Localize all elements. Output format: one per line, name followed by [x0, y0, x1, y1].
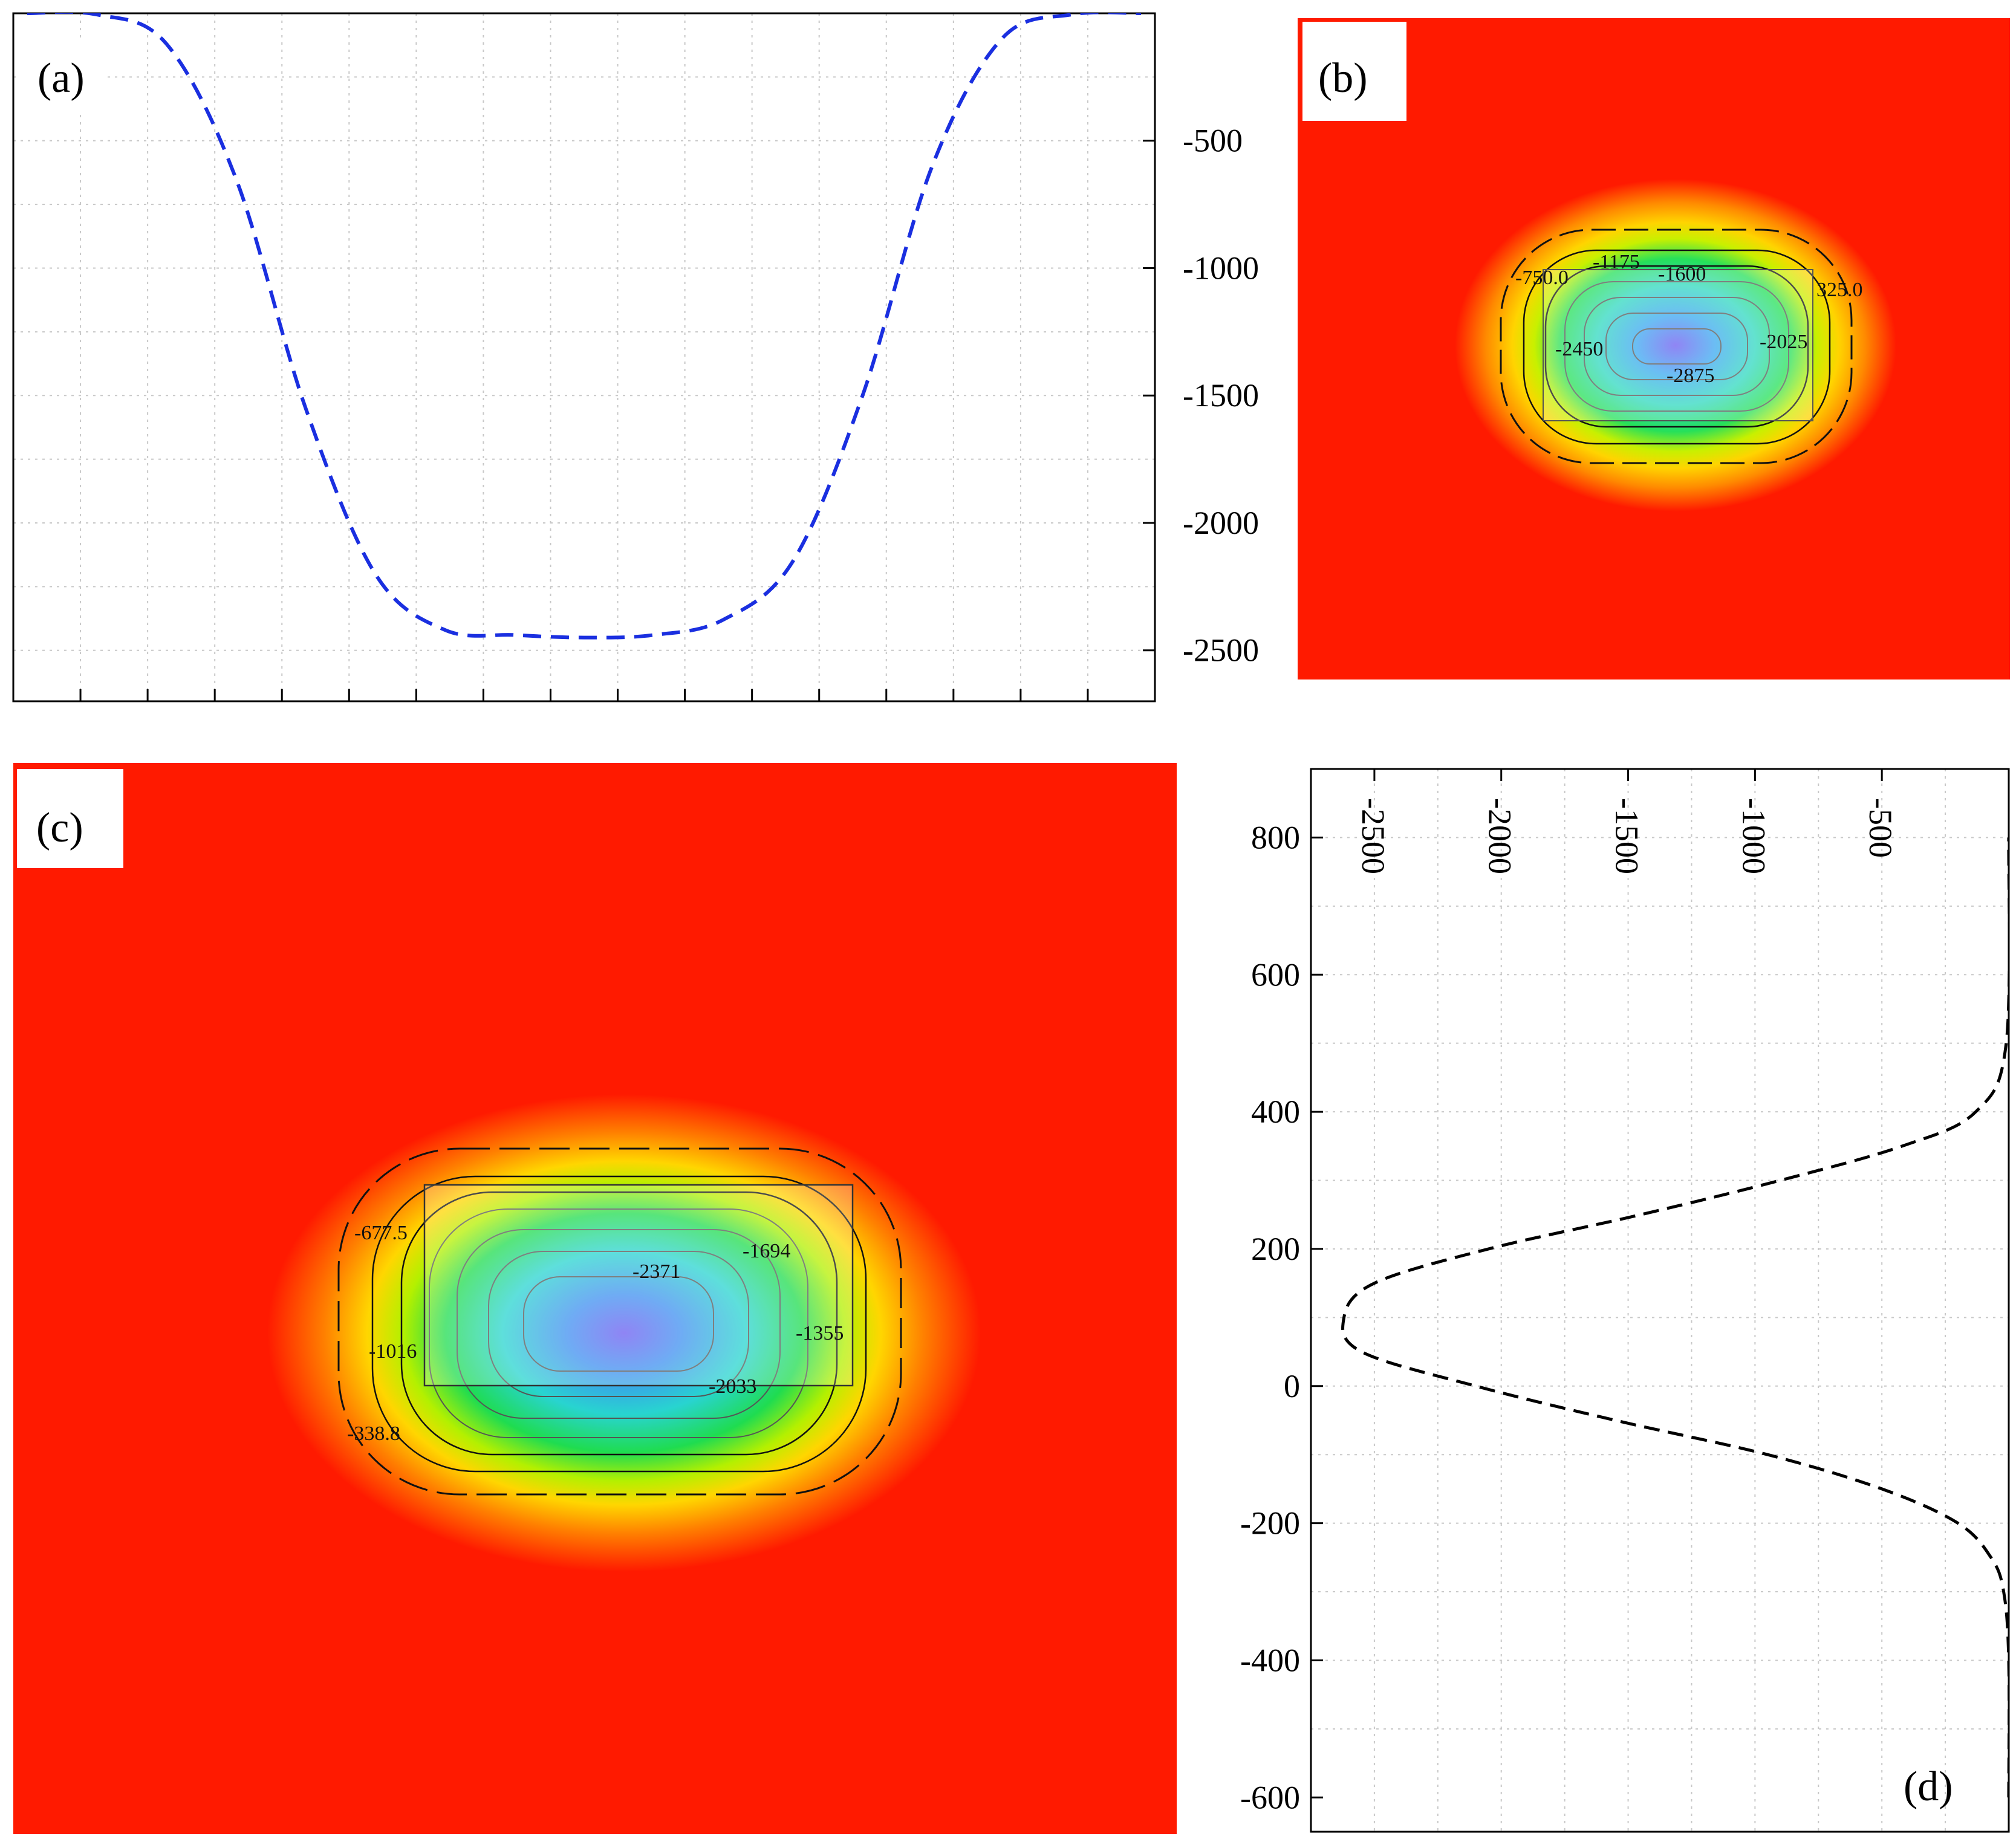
panel-d-value-tick-label: -500 — [1862, 798, 1899, 858]
panel-b-contour-label: -2875 — [1666, 365, 1714, 387]
panel-d-y-ticks: 800 600 400 200 0 -200 -400 -600 — [1240, 819, 1323, 1815]
panel-d-value-tick-label: -1000 — [1735, 798, 1772, 874]
panel-c-contour-label: -1694 — [743, 1240, 790, 1262]
panel-b-tag-box — [1302, 22, 1406, 121]
panel-d-y-tick-label: 0 — [1284, 1368, 1300, 1404]
panel-c-contour-label: -677.5 — [354, 1222, 408, 1244]
panel-b-colormap — [1455, 179, 1896, 511]
panel-a-y-tick-label: -1000 — [1183, 250, 1259, 286]
panel-d-curve — [1341, 837, 2009, 1798]
panel-c-contour-6 — [523, 1276, 714, 1372]
panel-c-source-box — [423, 1184, 854, 1387]
panel-a-curve — [27, 13, 1142, 640]
panel-a-y-tick-label: -500 — [1183, 123, 1243, 159]
panel-a-x-ticks — [79, 689, 1089, 701]
panel-c-contour-3 — [429, 1208, 808, 1438]
panel-a-grid — [13, 13, 1155, 701]
panel-c-contour-label: -338.8 — [347, 1422, 400, 1445]
panel-a-tag-box — [18, 40, 104, 112]
panel-c-contour-5 — [488, 1251, 749, 1397]
panel-c-contour-outer — [337, 1147, 902, 1496]
panel-d-value-tick-label: -1500 — [1609, 798, 1645, 874]
panel-d-value-tick-label: -2500 — [1355, 798, 1391, 874]
panel-b-contour-label: 325.0 — [1816, 279, 1863, 301]
panel-a-y-tick-label: -2000 — [1183, 505, 1259, 541]
panel-b-contour-3 — [1564, 281, 1789, 412]
panel-d-y-tick-label: -600 — [1240, 1779, 1300, 1815]
panel-b-contour-label: -1175 — [1593, 251, 1640, 273]
panel-d-value-ticks: -2500 -2000 -1500 -1000 -500 — [1355, 769, 1899, 874]
panel-b-source-box — [1543, 269, 1813, 421]
panel-c: -677.5 -2371 -1694 -1355 -1016 -2033 -33… — [13, 763, 1177, 1834]
panel-a-tag: (a) — [37, 55, 85, 102]
panel-c-colormap — [267, 1094, 981, 1572]
panel-b-contour-6 — [1632, 328, 1722, 365]
panel-d-frame — [1310, 768, 2010, 1833]
panel-d-y-tick-label: -200 — [1240, 1505, 1300, 1542]
panel-b-contour-5 — [1605, 313, 1748, 380]
panel-d-y-tick-label: 800 — [1251, 819, 1300, 855]
panel-a: -500 -1000 -1500 -2000 -2500 (a) — [12, 12, 1259, 702]
panel-c-contour-4 — [457, 1229, 781, 1419]
panel-b-contour-label: -2450 — [1555, 338, 1603, 360]
panel-c-contour-2 — [400, 1191, 838, 1456]
panel-b-contour-label: -1600 — [1658, 263, 1706, 285]
panel-d-y-tick-label: 400 — [1251, 1094, 1300, 1130]
panel-d-value-tick-label: -2000 — [1482, 798, 1518, 874]
panel-b-contour-outer — [1500, 229, 1853, 464]
panel-d-grid — [1311, 769, 2009, 1832]
panel-c-contour-1 — [371, 1175, 867, 1473]
panel-b: -750.0 -1175 -1600 325.0 -2450 -2025 -28… — [1298, 18, 2010, 679]
panel-a-y-tick-label: -2500 — [1183, 632, 1259, 669]
panel-b-contour-4 — [1584, 297, 1770, 396]
panel-d-y-tick-label: 200 — [1251, 1231, 1300, 1267]
panel-b-contour-2 — [1544, 265, 1809, 428]
panel-c-tag-box — [17, 769, 123, 868]
panel-d: 800 600 400 200 0 -200 -400 -600 -2500 -2000 -150… — [1240, 768, 2010, 1833]
panel-b-contour-label: -750.0 — [1515, 267, 1569, 289]
panel-a-frame — [12, 12, 1156, 702]
panel-c-tag: (c) — [36, 805, 83, 851]
panel-b-tag: (b) — [1318, 55, 1368, 102]
panel-b-contour-label: -2025 — [1760, 331, 1807, 353]
panel-c-contour-label: -2033 — [709, 1375, 756, 1398]
panel-c-contour-label: -1016 — [369, 1340, 417, 1363]
panel-a-y-ticks: -500 -1000 -1500 -2000 -2500 — [1143, 123, 1259, 669]
panel-c-contour-label: -1355 — [796, 1322, 844, 1344]
panel-c-contour-label: -2371 — [632, 1260, 680, 1283]
panel-b-contour-1 — [1523, 249, 1831, 445]
panel-a-y-tick-label: -1500 — [1183, 377, 1259, 414]
panel-d-tag: (d) — [1904, 1763, 1953, 1810]
panel-d-y-tick-label: -400 — [1240, 1642, 1300, 1678]
panel-d-y-tick-label: 600 — [1251, 956, 1300, 993]
